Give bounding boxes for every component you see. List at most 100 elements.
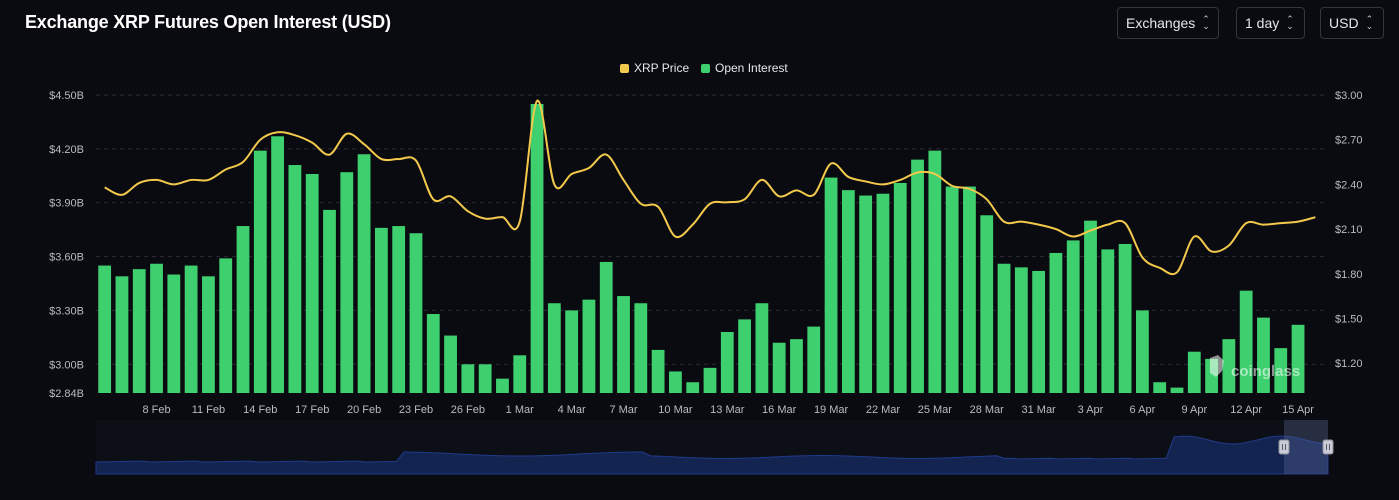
open-interest-bar xyxy=(1118,244,1132,393)
open-interest-bar xyxy=(547,303,561,393)
currency-select[interactable]: USD ⌃ ⌄ xyxy=(1320,7,1384,39)
open-interest-bar xyxy=(772,342,786,393)
currency-select-label: USD xyxy=(1329,15,1359,31)
x-tick-label: 12 Apr xyxy=(1230,404,1262,416)
exchanges-select[interactable]: Exchanges ⌃ ⌄ xyxy=(1117,7,1219,39)
open-interest-bar xyxy=(98,265,112,393)
open-interest-bar xyxy=(599,261,613,393)
x-tick-label: 28 Mar xyxy=(970,404,1005,416)
grid-lines xyxy=(96,94,1324,365)
open-interest-bar xyxy=(686,382,700,393)
open-interest-bar xyxy=(876,193,890,393)
open-interest-bar xyxy=(790,339,803,393)
xrp-price-line-path xyxy=(104,99,1316,276)
legend-label-open-interest: Open Interest xyxy=(715,61,788,75)
open-interest-bar xyxy=(409,233,423,393)
open-interest-bar xyxy=(253,150,267,393)
open-interest-bar xyxy=(703,367,717,393)
open-interest-bar xyxy=(150,263,163,393)
navigator-track xyxy=(96,420,1328,474)
x-tick-label: 9 Apr xyxy=(1181,404,1207,416)
open-interest-bar xyxy=(219,258,233,393)
open-interest-bar xyxy=(928,150,942,393)
open-interest-bar xyxy=(288,165,302,393)
open-interest-bar xyxy=(565,310,579,393)
interval-select[interactable]: 1 day ⌃ ⌄ xyxy=(1236,7,1305,39)
y-right-tick-label: $1.20 xyxy=(1335,358,1363,370)
open-interest-bar xyxy=(1274,348,1288,393)
open-interest-bar xyxy=(426,314,440,393)
open-interest-bar xyxy=(340,172,354,393)
y-left-tick-label: $2.84B xyxy=(49,388,84,400)
legend-swatch-open-interest xyxy=(701,64,710,73)
range-navigator[interactable] xyxy=(95,420,1334,475)
legend-swatch-xrp-price xyxy=(620,64,629,73)
navigator-area xyxy=(95,435,1329,475)
x-tick-label: 25 Mar xyxy=(918,404,953,416)
open-interest-bar xyxy=(738,319,751,393)
y-right-tick-label: $1.80 xyxy=(1335,269,1363,281)
x-tick-label: 8 Feb xyxy=(142,404,170,416)
x-tick-label: 19 Mar xyxy=(814,404,849,416)
open-interest-bar xyxy=(755,303,769,393)
open-interest-bar xyxy=(807,326,821,393)
open-interest-bar xyxy=(1135,310,1149,393)
navigator-handle[interactable] xyxy=(1322,439,1334,455)
open-interest-bar xyxy=(720,331,734,393)
x-tick-label: 20 Feb xyxy=(347,404,381,416)
open-interest-bar xyxy=(1187,351,1201,393)
open-interest-bar xyxy=(893,182,907,393)
x-tick-label: 13 Mar xyxy=(710,404,745,416)
y-axis-left: $2.84B $3.00B $3.30B $3.60B $3.90B $4.20B $4.5… xyxy=(49,90,84,400)
x-tick-label: 4 Mar xyxy=(558,404,586,416)
coinglass-logo-icon xyxy=(1210,355,1224,377)
x-tick-label: 31 Mar xyxy=(1021,404,1056,416)
navigator-handle[interactable] xyxy=(1278,439,1290,455)
open-interest-bar xyxy=(651,349,665,393)
open-interest-bar xyxy=(582,299,596,393)
x-tick-label: 22 Mar xyxy=(866,404,901,416)
open-interest-bar xyxy=(444,335,457,393)
open-interest-bar xyxy=(634,303,648,393)
x-tick-label: 11 Feb xyxy=(192,404,225,416)
open-interest-bar xyxy=(1032,270,1046,393)
chevron-updown-icon: ⌃ ⌄ xyxy=(1202,14,1210,31)
y-axis-right: $1.20 $1.50 $1.80 $2.10 $2.40 $2.70 $3.00 xyxy=(1335,90,1363,370)
open-interest-bar xyxy=(669,371,682,393)
watermark: coinglass xyxy=(1210,355,1300,380)
open-interest-bar xyxy=(496,378,509,393)
open-interest-bar xyxy=(617,296,630,393)
watermark-text: coinglass xyxy=(1231,363,1300,380)
open-interest-bar xyxy=(167,274,181,393)
open-interest-bar xyxy=(1205,358,1218,393)
y-left-tick-label: $4.50B xyxy=(49,90,84,102)
chart-legend: XRP Price Open Interest xyxy=(620,61,788,75)
open-interest-bar xyxy=(980,215,994,393)
xrp-price-line xyxy=(104,99,1316,276)
open-interest-bar xyxy=(1101,249,1115,393)
open-interest-bar xyxy=(357,154,371,393)
exchanges-select-label: Exchanges xyxy=(1126,15,1196,31)
open-interest-bar xyxy=(841,190,855,393)
open-interest-bar xyxy=(323,209,336,393)
open-interest-bar xyxy=(513,355,527,393)
open-interest-bar xyxy=(305,173,319,393)
x-axis: 8 Feb 11 Feb 14 Feb 17 Feb 20 Feb 23 Feb 26 Fe… xyxy=(142,404,1314,416)
navigator-selection[interactable] xyxy=(1284,420,1328,474)
page-title: Exchange XRP Futures Open Interest (USD) xyxy=(25,12,391,32)
open-interest-bar xyxy=(374,227,388,393)
x-tick-label: 15 Apr xyxy=(1282,404,1314,416)
x-tick-label: 10 Mar xyxy=(658,404,693,416)
y-right-tick-label: $2.10 xyxy=(1335,224,1363,236)
open-interest-bar xyxy=(1014,267,1028,393)
y-right-tick-label: $2.40 xyxy=(1335,179,1363,191)
open-interest-bar xyxy=(1049,252,1063,393)
x-tick-label: 14 Feb xyxy=(243,404,277,416)
x-tick-label: 7 Mar xyxy=(609,404,637,416)
open-interest-bar xyxy=(945,186,959,393)
open-interest-bars xyxy=(98,103,1305,394)
y-left-tick-label: $3.90B xyxy=(49,198,84,210)
y-left-tick-label: $4.20B xyxy=(49,144,84,156)
x-tick-label: 6 Apr xyxy=(1130,404,1156,416)
y-left-tick-label: $3.00B xyxy=(49,359,84,371)
